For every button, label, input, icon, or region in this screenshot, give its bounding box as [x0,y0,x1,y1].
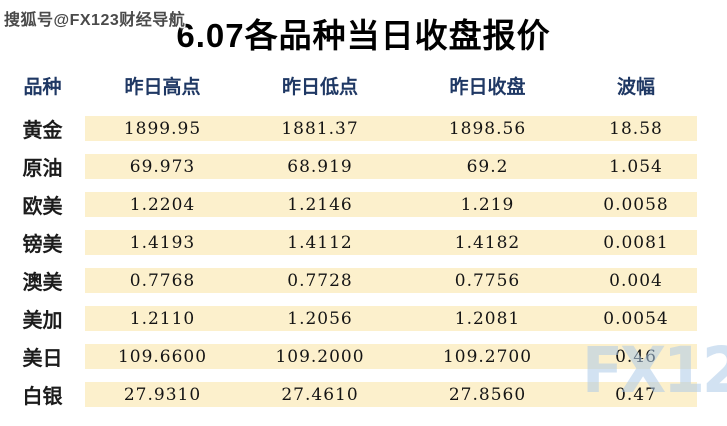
row-label: 澳美 [0,268,85,294]
row-band: 69.973 68.919 69.2 1.054 [85,154,697,179]
row-band: 27.9310 27.4610 27.8560 0.47 [85,382,697,407]
cell-range: 0.46 [615,346,657,367]
cell-prev-close: 27.8560 [448,384,527,405]
cell-prev-low: 0.7728 [287,270,353,291]
cell-prev-high: 27.9310 [123,384,202,405]
cell-prev-high: 1.2204 [129,194,196,215]
column-header-range: 波幅 [616,76,655,98]
column-header-product: 品种 [23,76,62,98]
row-label: 美日 [0,344,85,370]
row-band: 109.6600 109.2000 109.2700 0.46 [85,344,697,369]
cell-prev-high: 1899.95 [123,118,202,139]
brand-watermark: FX123 [582,334,727,408]
source-watermark: 搜狐号@FX123财经导航 [4,12,186,29]
table-row: 镑美 1.4193 1.4112 1.4182 0.0081 [0,230,727,256]
cell-range: 0.47 [615,384,657,405]
cell-range: 0.0058 [603,194,669,215]
cell-prev-high: 0.7768 [129,270,196,291]
cell-prev-close: 1.4182 [454,232,521,253]
cell-prev-low: 1.2056 [287,308,353,329]
cell-prev-close: 1898.56 [448,118,527,139]
row-label: 黄金 [0,116,85,142]
row-band: 1.2204 1.2146 1.219 0.0058 [85,192,697,217]
cell-range: 18.58 [609,118,663,139]
table-row: 白银 27.9310 27.4610 27.8560 0.47 [0,382,727,408]
row-label: 欧美 [0,192,85,218]
column-header-prev-low: 昨日低点 [281,76,358,98]
cell-prev-close: 109.2700 [442,346,533,367]
column-header-prev-close: 昨日收盘 [449,76,526,98]
cell-range: 0.0081 [603,232,669,253]
quote-table: 品种 昨日高点 昨日低点 昨日收盘 波幅 黄金 1899.95 1881.37 … [0,72,727,420]
table-header-row: 品种 昨日高点 昨日低点 昨日收盘 波幅 [0,72,727,98]
cell-prev-close: 0.7756 [454,270,521,291]
cell-prev-low: 1.2146 [287,194,353,215]
cell-prev-low: 27.4610 [281,384,359,405]
row-label: 美加 [0,306,85,332]
row-band: 0.7768 0.7728 0.7756 0.004 [85,268,697,293]
cell-prev-close: 1.2081 [454,308,521,329]
cell-prev-high: 109.6600 [117,346,208,367]
table-row: 美加 1.2110 1.2056 1.2081 0.0054 [0,306,727,332]
cell-range: 0.0054 [603,308,669,329]
column-header-prev-high: 昨日高点 [124,76,201,98]
row-band: 1.4193 1.4112 1.4182 0.0081 [85,230,697,255]
table-row: 澳美 0.7768 0.7728 0.7756 0.004 [0,268,727,294]
row-band: 1899.95 1881.37 1898.56 18.58 [85,116,697,141]
row-label: 原油 [0,154,85,180]
cell-prev-high: 1.4193 [129,232,196,253]
cell-prev-low: 1881.37 [281,118,359,139]
cell-prev-close: 1.219 [460,194,515,215]
cell-range: 0.004 [609,270,663,291]
cell-prev-low: 109.2000 [275,346,365,367]
cell-prev-high: 69.973 [129,156,196,177]
table-row: 欧美 1.2204 1.2146 1.219 0.0058 [0,192,727,218]
table-row: 原油 69.973 68.919 69.2 1.054 [0,154,727,180]
cell-prev-low: 68.919 [287,156,353,177]
table-row: 黄金 1899.95 1881.37 1898.56 18.58 [0,116,727,142]
table-row: 美日 109.6600 109.2000 109.2700 0.46 [0,344,727,370]
row-band: 1.2110 1.2056 1.2081 0.0054 [85,306,697,331]
row-label: 镑美 [0,230,85,256]
page-title: 6.07各品种当日收盘报价 [176,17,551,54]
cell-range: 1.054 [609,156,663,177]
cell-prev-high: 1.2110 [129,308,196,329]
cell-prev-close: 69.2 [466,156,509,177]
cell-prev-low: 1.4112 [287,232,353,253]
row-label: 白银 [0,382,85,408]
